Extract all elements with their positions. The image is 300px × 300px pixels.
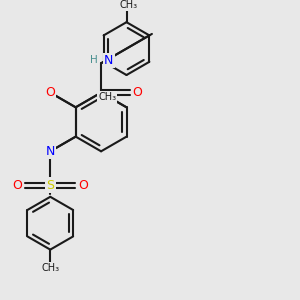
Text: O: O (45, 86, 55, 99)
Text: O: O (132, 86, 142, 99)
Text: O: O (78, 178, 88, 192)
Text: N: N (104, 54, 113, 67)
Text: N: N (46, 145, 55, 158)
Text: CH₃: CH₃ (98, 92, 116, 101)
Text: H: H (90, 55, 98, 65)
Text: S: S (46, 178, 54, 192)
Text: CH₃: CH₃ (41, 263, 59, 273)
Text: O: O (13, 178, 22, 192)
Text: CH₃: CH₃ (119, 0, 137, 10)
